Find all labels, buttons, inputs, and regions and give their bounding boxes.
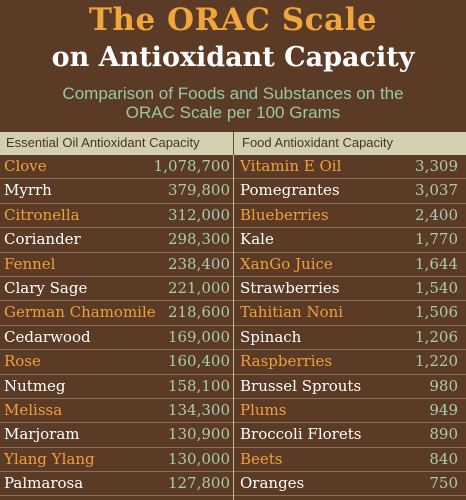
table-row: Clove 1,078,700 Vitamin E Oil 3,309 [0, 155, 466, 180]
food-name: Pomegrantes [240, 181, 340, 200]
page-title-line-2: on Antioxidant Capacity [51, 42, 415, 73]
oil-orac-value: 238,400 [167, 254, 230, 273]
food-name: Broccoli Florets [240, 425, 362, 444]
table-row: Nutmeg 158,100 Brussel Sprouts 980 [0, 375, 466, 399]
food-name: Brussel Sprouts [240, 376, 362, 395]
table-row: Clary Sage 221,000 Strawberries 1,540 [0, 277, 466, 302]
column-divider [233, 132, 234, 500]
oil-name: German Chamomile [4, 303, 156, 322]
oil-name: Citronella [4, 205, 80, 224]
oil-orac-value: 130,900 [167, 425, 230, 444]
food-name: Beets [240, 449, 283, 468]
oil-orac-value: 127,800 [167, 474, 230, 493]
oil-orac-value: 134,300 [167, 400, 230, 419]
food-orac-value: 1,644 [415, 254, 458, 273]
food-name: Tahitian Noni [240, 303, 344, 322]
table-row: Marjoram 130,900 Broccoli Florets 890 [0, 423, 466, 448]
table-row: Coriander 298,300 Kale 1,770 [0, 228, 466, 253]
oil-name: Myrrh [4, 181, 52, 200]
food-orac-value: 949 [429, 400, 458, 419]
food-orac-value: 3,309 [415, 157, 458, 175]
oil-name: Ylang Ylang [4, 449, 95, 468]
table-row: Palmarosa 127,800 Oranges 750 [0, 472, 466, 497]
food-orac-value: 750 [429, 474, 458, 493]
oil-name: Melissa [4, 400, 63, 419]
oil-name: Cedarwood [4, 327, 91, 346]
food-orac-value: 3,037 [415, 181, 458, 200]
oil-orac-value: 130,000 [167, 449, 230, 468]
food-orac-value: 840 [429, 449, 458, 468]
food-orac-value: 980 [429, 376, 458, 395]
oil-orac-value: 298,300 [167, 230, 230, 249]
oil-orac-value: 1,078,700 [153, 157, 230, 175]
table-row: German Chamomile 218,600 Tahitian Noni 1,50… [0, 301, 466, 326]
table-body: Clove 1,078,700 Vitamin E Oil 3,309 Myrrh 379… [0, 155, 466, 497]
oil-name: Clove [4, 157, 47, 175]
food-orac-value: 890 [429, 425, 458, 444]
table-row: Fennel 238,400 XanGo Juice 1,644 [0, 253, 466, 277]
header-divider [233, 132, 234, 155]
oil-name: Clary Sage [4, 278, 88, 297]
column-header-oils: Essential Oil Antioxidant Capacity [6, 135, 200, 150]
food-orac-value: 1,770 [415, 230, 458, 249]
table-row: Citronella 312,000 Blueberries 2,400 [0, 204, 466, 229]
table-row: Melissa 134,300 Plums 949 [0, 399, 466, 424]
food-name: Spinach [240, 327, 302, 346]
table-row: Rose 160,400 Raspberries 1,220 [0, 350, 466, 375]
oil-name: Rose [4, 352, 41, 371]
oil-orac-value: 221,000 [167, 278, 230, 297]
oil-name: Palmarosa [4, 474, 84, 493]
subtitle: Comparison of Foods and Substances on th… [20, 84, 446, 122]
food-orac-value: 1,206 [415, 327, 458, 346]
oil-name: Nutmeg [4, 376, 66, 395]
food-name: XanGo Juice [240, 254, 333, 273]
oil-orac-value: 312,000 [167, 205, 230, 224]
page-title: The ORAC Scale [88, 2, 378, 38]
oil-orac-value: 379,800 [167, 181, 230, 200]
food-name: Oranges [240, 474, 305, 493]
subtitle-line-1: Comparison of Foods and Substances on th… [62, 84, 404, 103]
food-name: Vitamin E Oil [240, 157, 342, 175]
food-orac-value: 1,506 [415, 303, 458, 322]
food-name: Raspberries [240, 352, 333, 371]
oil-name: Coriander [4, 230, 81, 249]
food-name: Plums [240, 400, 287, 419]
food-name: Strawberries [240, 278, 340, 297]
table-row: Myrrh 379,800 Pomegrantes 3,037 [0, 179, 466, 204]
oil-orac-value: 218,600 [167, 303, 230, 322]
table-row: Cedarwood 169,000 Spinach 1,206 [0, 326, 466, 351]
table-row: Ylang Ylang 130,000 Beets 840 [0, 448, 466, 473]
food-orac-value: 2,400 [415, 205, 458, 224]
oil-name: Fennel [4, 254, 56, 273]
subtitle-line-2: ORAC Scale per 100 Grams [125, 103, 341, 122]
food-orac-value: 1,220 [415, 352, 458, 371]
food-name: Kale [240, 230, 274, 249]
food-name: Blueberries [240, 205, 329, 224]
oil-name: Marjoram [4, 425, 80, 444]
oil-orac-value: 169,000 [167, 327, 230, 346]
oil-orac-value: 160,400 [167, 352, 230, 371]
food-orac-value: 1,540 [415, 278, 458, 297]
column-header-foods: Food Antioxidant Capacity [242, 135, 394, 150]
oil-orac-value: 158,100 [167, 376, 230, 395]
